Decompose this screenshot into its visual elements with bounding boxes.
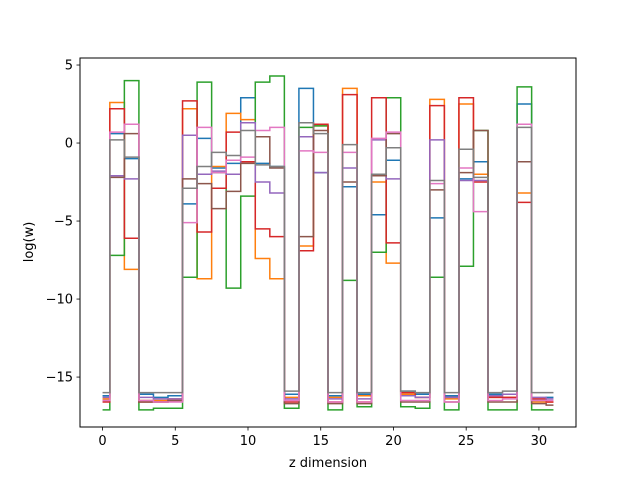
x-tick-label: 30 [531,434,548,449]
x-tick-label: 20 [385,434,402,449]
y-tick-label: −5 [54,215,73,230]
y-tick-label: 5 [65,59,73,74]
axes-frame [79,57,577,428]
x-axis-label: z dimension [289,456,367,471]
y-axis-label: log(w) [22,222,37,263]
series-line-8 [102,122,554,394]
y-tick-label: −10 [46,293,73,308]
x-tick-label: 15 [312,434,329,449]
x-tick-label: 25 [458,434,475,449]
plot-area [102,75,554,411]
x-tick-label: 10 [240,434,257,449]
y-axis: −15 −10 −5 0 5 [46,59,80,386]
x-tick-label: 0 [98,434,106,449]
x-tick-label: 5 [171,434,179,449]
y-tick-label: −15 [46,371,73,386]
x-axis: 0 5 10 15 20 25 30 [98,427,547,449]
y-tick-label: 0 [65,137,73,152]
